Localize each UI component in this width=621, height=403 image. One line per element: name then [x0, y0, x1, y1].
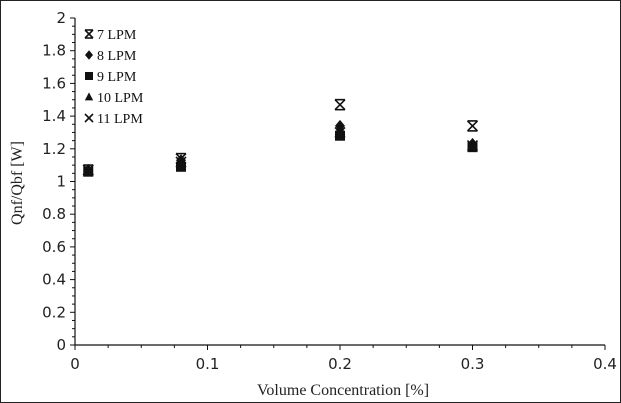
legend-label: 8 LPM [97, 49, 137, 64]
x-axis-label: Volume Concentration [%] [257, 382, 429, 399]
asterisk-stroke [84, 29, 94, 39]
legend: 7 LPM 8 LPM 9 LPM 10 LPM 11 LPM [84, 28, 144, 127]
y-tick-label: 0 [56, 336, 66, 354]
y-tick-label: 1.2 [42, 140, 66, 158]
data-point-square [176, 161, 186, 172]
asterisk-stroke [334, 99, 346, 111]
square-marker [176, 161, 186, 172]
legend-label: 11 LPM [97, 112, 143, 127]
y-tick-label: 0.8 [42, 205, 66, 223]
square-marker [83, 166, 94, 177]
y-tick-label: 2 [56, 9, 66, 27]
x-tick-label: 0 [70, 355, 80, 373]
legend-marker [85, 72, 93, 80]
data-point-square [467, 142, 478, 153]
legend-marker [84, 113, 94, 123]
y-tick-label: 1.4 [42, 107, 66, 125]
y-tick-label: 0.4 [42, 271, 66, 289]
axes: 0 0.2 0.4 0.6 0.8 1 1.2 1.4 1.6 1.8 2 0 0.1 0.2 0.3 0.4 [42, 9, 617, 373]
triangle-marker [84, 92, 94, 101]
y-tick-label: 1 [56, 173, 66, 191]
y-tick-label: 0.2 [42, 303, 66, 321]
x-tick-label: 0.2 [328, 355, 352, 373]
legend-label: 9 LPM [97, 70, 137, 85]
y-tick-label: 1.6 [42, 74, 66, 92]
data-point-asterisk [334, 98, 346, 111]
legend-label: 10 LPM [97, 91, 144, 106]
square-marker [467, 142, 478, 153]
x-tick-label: 0.3 [461, 355, 485, 373]
data-points [82, 98, 479, 177]
cross-stroke [84, 113, 94, 123]
y-tick-label: 0.6 [42, 238, 66, 256]
y-tick-label: 1.8 [42, 42, 66, 60]
diamond-marker [335, 119, 345, 132]
legend-marker [84, 29, 94, 39]
y-axis-label: Qnf/Qbf [W] [9, 141, 26, 225]
data-point-square [335, 130, 345, 141]
legend-marker [85, 50, 93, 60]
data-point-asterisk [466, 120, 479, 132]
legend-marker [84, 92, 94, 101]
asterisk-stroke [466, 120, 479, 132]
data-point-square [83, 166, 94, 177]
diamond-marker [85, 50, 93, 60]
square-marker [335, 130, 345, 141]
x-tick-label: 0.1 [196, 355, 220, 373]
legend-label: 7 LPM [97, 28, 137, 43]
data-point-diamond [335, 119, 345, 132]
x-tick-label: 0.4 [593, 355, 617, 373]
square-marker [85, 72, 93, 80]
